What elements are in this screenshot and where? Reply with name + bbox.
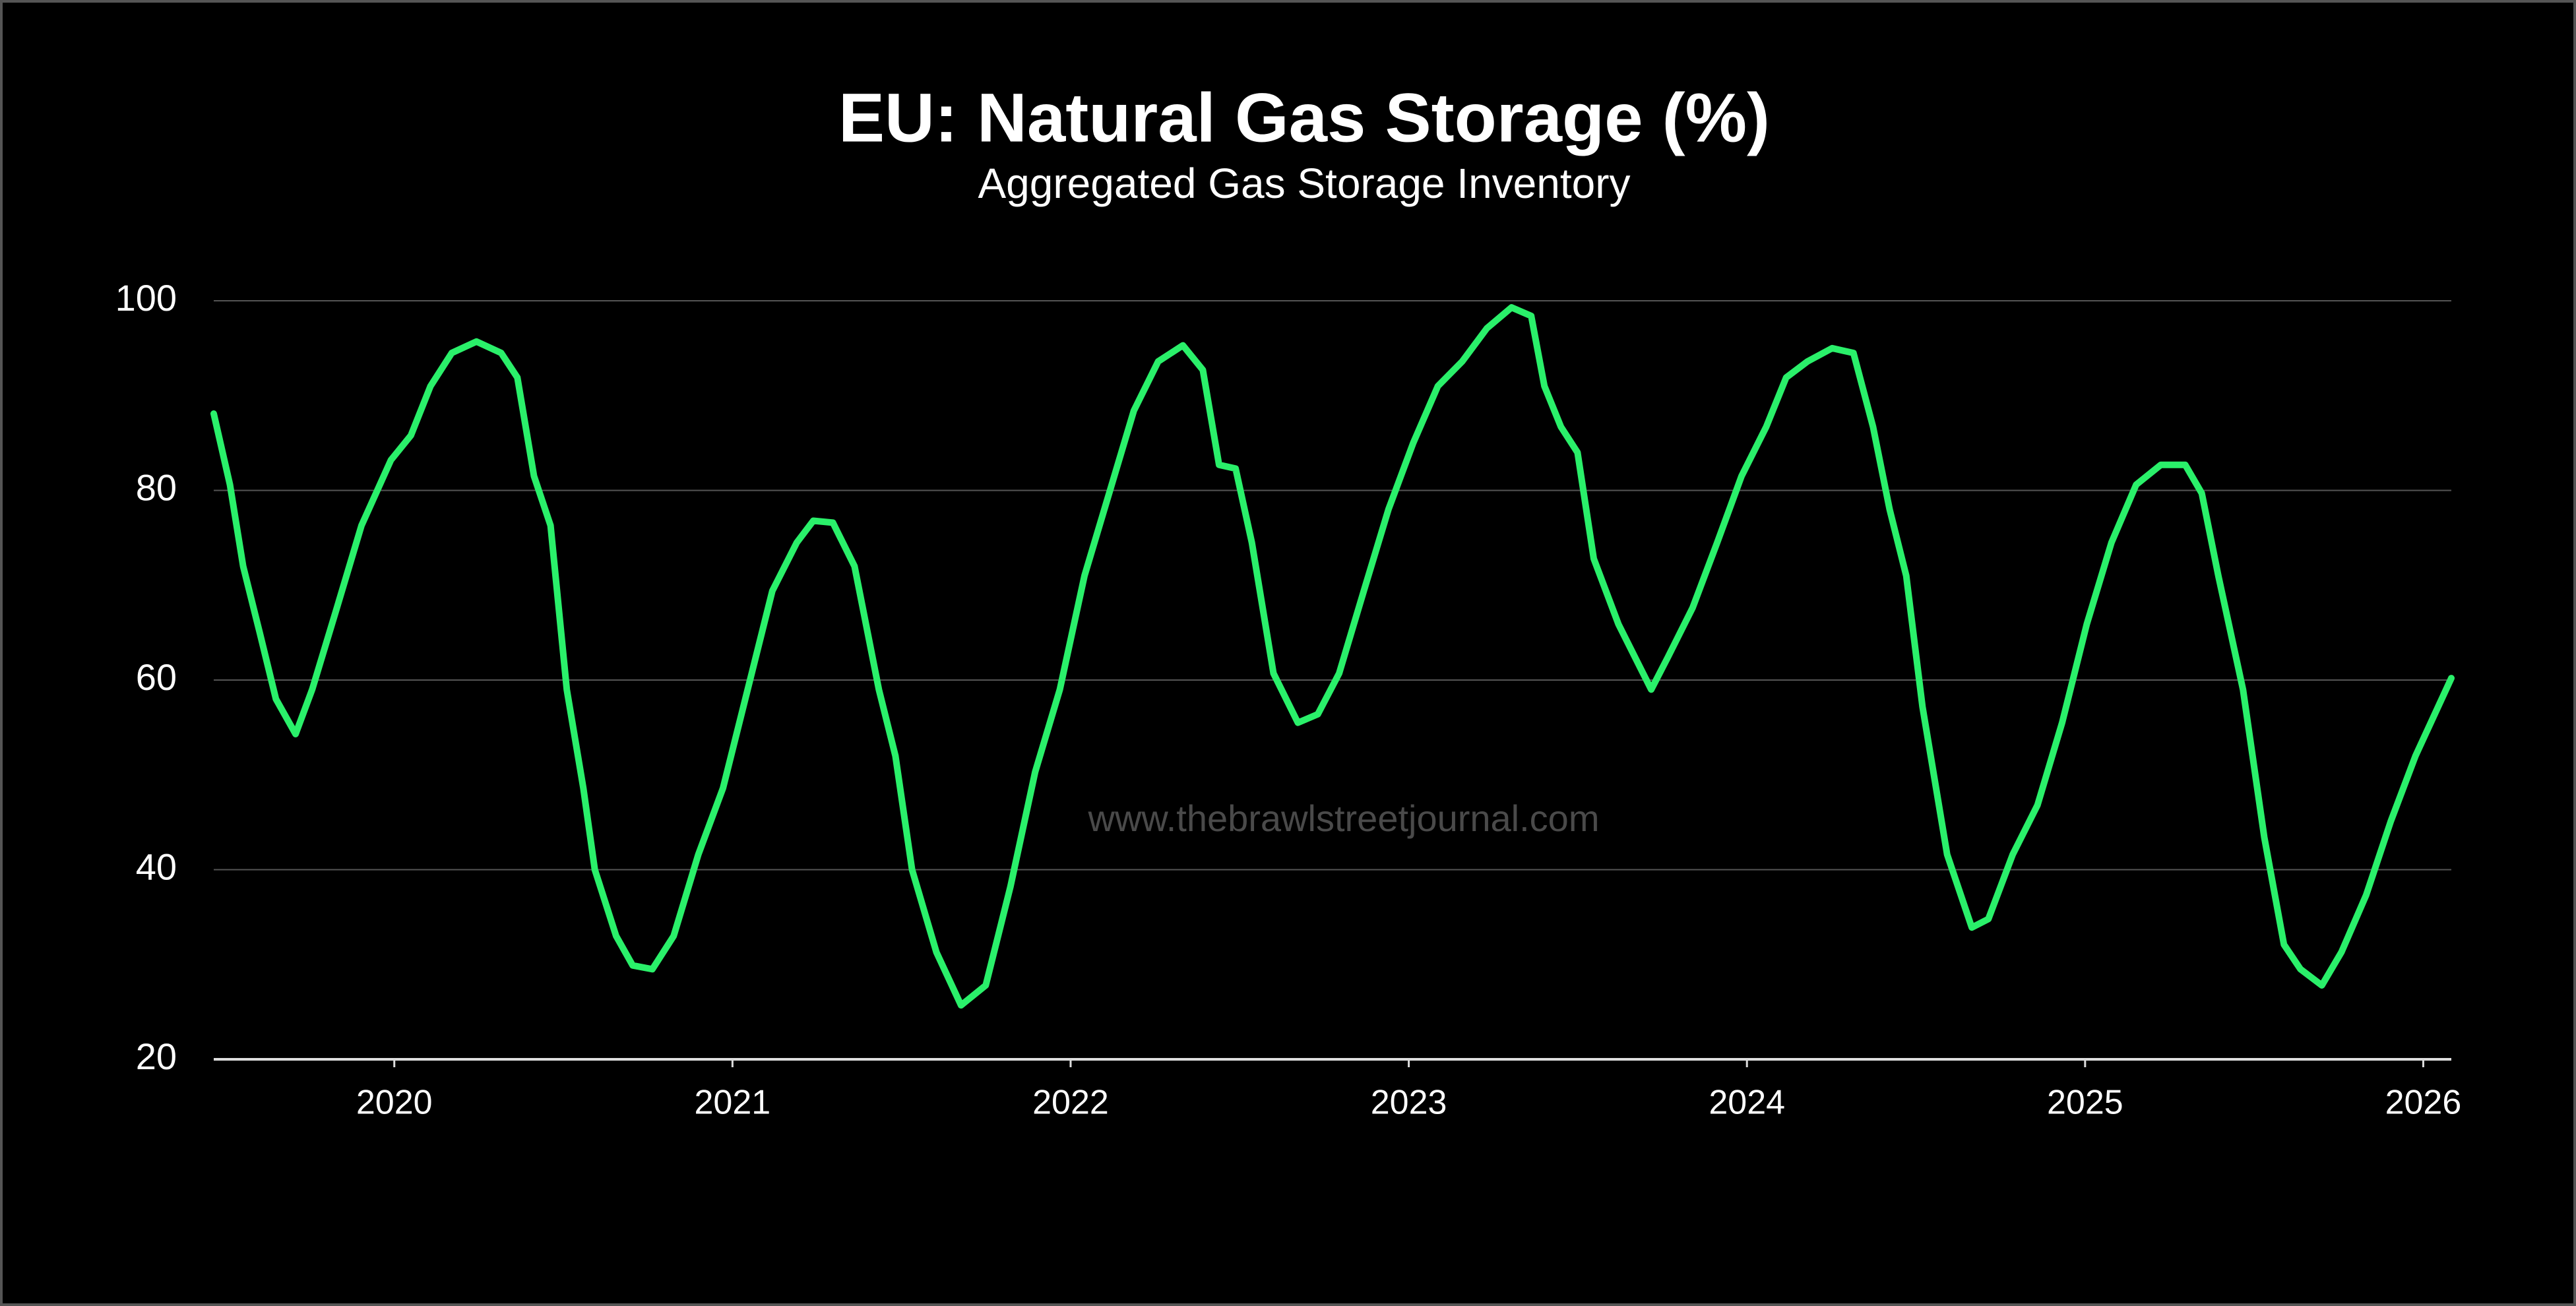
x-tick-label: 2025	[2047, 1084, 2123, 1122]
watermark: www.thebrawlstreetjournal.com	[1088, 797, 1600, 839]
chart-subtitle: Aggregated Gas Storage Inventory	[978, 160, 1630, 207]
y-tick-label: 20	[136, 1036, 177, 1077]
y-tick-label: 100	[115, 277, 177, 319]
data-line	[210, 304, 2455, 1009]
x-tick-label: 2023	[1371, 1084, 1447, 1122]
x-tick-label: 2020	[356, 1084, 433, 1122]
x-tick-label: 2021	[695, 1084, 771, 1122]
chart-title: EU: Natural Gas Storage (%)	[838, 80, 1770, 157]
y-tick-label: 60	[136, 656, 177, 698]
x-tick-label: 2022	[1032, 1084, 1109, 1122]
x-tick-label: 2024	[1709, 1084, 1785, 1122]
y-tick-label: 80	[136, 466, 177, 508]
x-tick-label: 2026	[2385, 1084, 2462, 1122]
y-tick-label: 40	[136, 846, 177, 887]
